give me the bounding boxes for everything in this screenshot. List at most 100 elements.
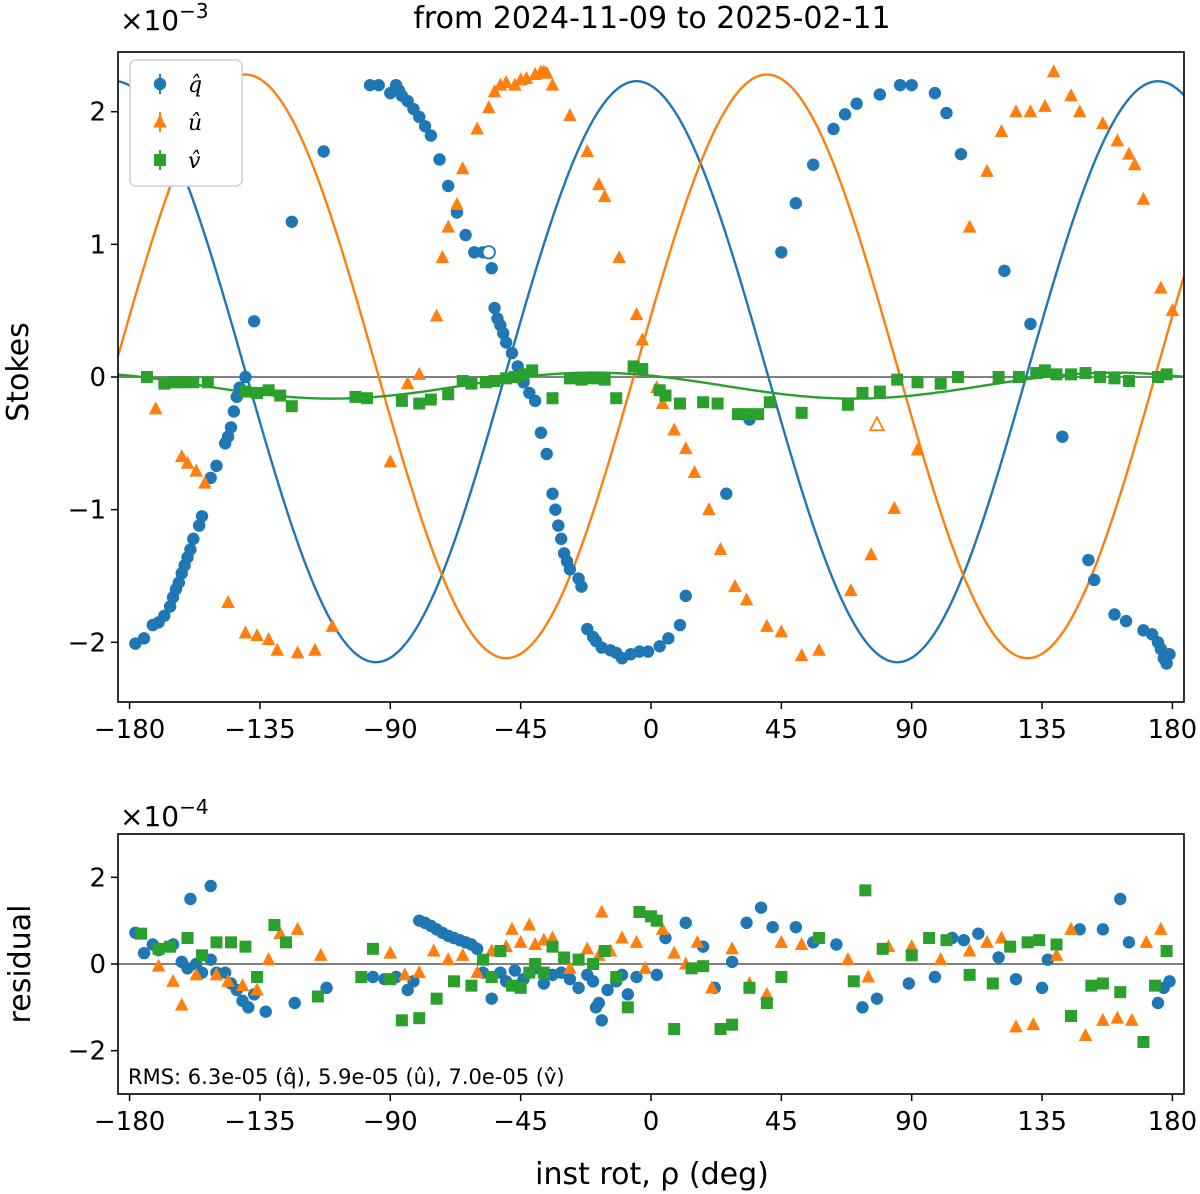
v-point: [1012, 371, 1025, 383]
u-point: [592, 177, 606, 191]
v-point: [251, 971, 264, 983]
v-point: [135, 927, 148, 940]
u-point: [580, 941, 595, 955]
q-point: [1073, 923, 1086, 936]
u-point: [545, 77, 560, 91]
u-point: [580, 143, 595, 157]
v-point: [673, 397, 686, 410]
u-point: [861, 969, 876, 983]
q-point: [893, 78, 907, 92]
v-point: [847, 975, 860, 988]
u-point: [629, 307, 644, 321]
v-point: [1108, 372, 1121, 385]
y-tick-label: 0: [89, 363, 106, 393]
u-point: [528, 937, 542, 950]
u-point: [513, 934, 528, 948]
q-point: [630, 970, 643, 984]
residual-plot-area: [118, 879, 1184, 1048]
u-point: [261, 632, 276, 646]
u-point: [1072, 104, 1087, 118]
u-point: [705, 980, 719, 994]
u-point: [487, 84, 502, 98]
q-point: [204, 879, 217, 893]
u-outlier-point: [868, 415, 886, 432]
v-point: [1160, 945, 1173, 957]
u-point: [594, 904, 609, 918]
u-point: [290, 921, 305, 935]
q-point: [540, 447, 553, 461]
u-point: [841, 952, 855, 966]
u-point: [1064, 921, 1078, 935]
u-point: [450, 197, 464, 211]
v-fit-curve: [118, 371, 1184, 400]
v-point: [841, 398, 854, 411]
v-point: [876, 942, 889, 955]
u-point: [629, 934, 644, 948]
q-point: [563, 972, 577, 986]
u-point: [760, 986, 774, 1000]
legend-box: [129, 59, 243, 187]
x-tick-label: 45: [765, 1107, 798, 1137]
x-tick-label: −45: [493, 715, 548, 745]
q-point: [442, 179, 455, 193]
v-point: [1038, 364, 1051, 377]
q-point: [873, 88, 887, 101]
u-point: [1023, 104, 1038, 118]
u-point: [1064, 88, 1078, 102]
q-point: [998, 264, 1011, 278]
q-point: [1122, 936, 1136, 949]
q-point: [247, 315, 261, 328]
v-point: [285, 400, 298, 413]
u-point: [270, 642, 285, 656]
u-point: [499, 75, 513, 89]
q-point: [468, 246, 481, 259]
q-point: [572, 981, 585, 995]
v-point: [280, 936, 293, 949]
q-point: [317, 145, 330, 158]
q-point: [659, 931, 672, 945]
u-point: [980, 163, 994, 177]
v-point: [992, 371, 1005, 383]
v-point: [210, 936, 223, 949]
v-point: [526, 364, 539, 377]
u-point: [189, 967, 204, 981]
q-point: [224, 421, 238, 434]
q-point: [992, 951, 1005, 964]
q-point: [850, 97, 863, 110]
v-point: [424, 393, 437, 406]
q-point: [485, 262, 498, 275]
v-point: [476, 953, 489, 966]
u-point: [519, 71, 534, 85]
q-point: [1009, 972, 1023, 986]
v-point: [488, 374, 501, 387]
v-point: [366, 942, 379, 955]
v-point: [1085, 979, 1098, 992]
q-point: [549, 503, 562, 516]
v-point: [859, 884, 872, 897]
v-point: [726, 1018, 739, 1031]
v-point: [986, 977, 999, 990]
v-point: [650, 914, 663, 927]
rms-annotation: RMS: 6.3e-05 (q̂), 5.9e-05 (û), 7.0e-05 …: [128, 1065, 565, 1089]
v-point: [636, 363, 649, 376]
v-point: [572, 953, 585, 966]
u-point: [739, 592, 754, 606]
v-point: [668, 1023, 681, 1035]
u-point: [844, 583, 858, 597]
x-tick-label: −45: [493, 1107, 548, 1137]
v-point: [514, 981, 527, 994]
q-point: [433, 153, 446, 166]
v-point: [760, 997, 773, 1009]
u-point: [864, 547, 878, 561]
v-point: [361, 392, 374, 405]
q-point: [363, 78, 377, 92]
u-point: [166, 973, 180, 987]
u-point: [441, 952, 456, 966]
u-point: [455, 947, 470, 961]
v-point: [355, 971, 368, 983]
v-point: [587, 372, 600, 385]
x-tick-label: −135: [224, 1107, 295, 1137]
q-point: [633, 645, 646, 658]
q-point: [1082, 553, 1095, 567]
v-point: [685, 962, 698, 975]
